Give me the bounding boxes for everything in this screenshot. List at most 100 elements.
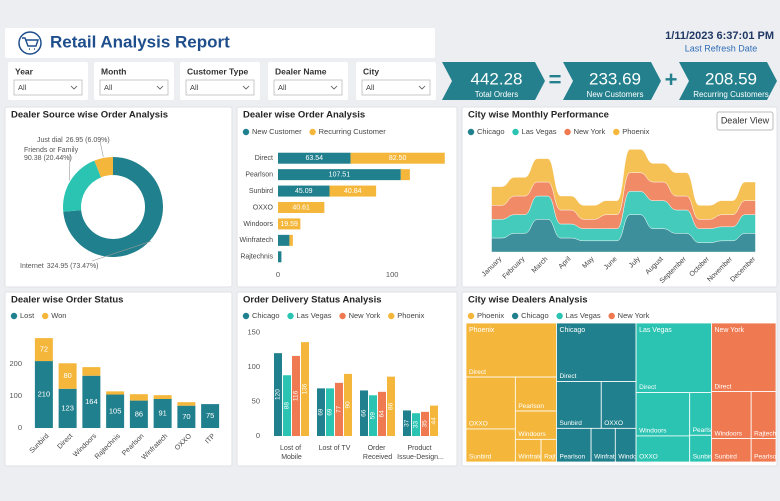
bar bbox=[326, 388, 334, 436]
treemap-tile bbox=[635, 392, 691, 437]
treemap-tile bbox=[590, 427, 616, 463]
label-line: Lost of bbox=[280, 445, 303, 452]
legend-marker bbox=[467, 312, 475, 320]
chart-title: City wise Monthly Performance bbox=[468, 110, 609, 121]
panel bbox=[4, 106, 233, 288]
bar bbox=[82, 367, 101, 376]
button[interactable]: Dealer View bbox=[716, 111, 774, 131]
filter-value: All bbox=[366, 83, 375, 92]
bar bbox=[106, 394, 125, 428]
bar bbox=[129, 394, 148, 401]
kpi-label: New Customers bbox=[587, 90, 644, 99]
legend-label: Phoenix bbox=[477, 311, 504, 320]
legend-marker bbox=[613, 128, 620, 136]
x-tick-label: Lost of Mobile bbox=[280, 445, 303, 461]
dropdown-arrow bbox=[156, 85, 164, 90]
tile-label: Pearlson bbox=[693, 427, 719, 434]
filter[interactable]: Year All bbox=[8, 62, 88, 100]
data-label: 40.61 bbox=[292, 204, 310, 211]
data-label: 70 bbox=[182, 412, 190, 421]
tile-label: Pearlson bbox=[518, 403, 544, 410]
data-label: 91 bbox=[158, 408, 166, 417]
slice-category: Internet bbox=[20, 263, 44, 270]
logo-cart bbox=[22, 37, 39, 50]
legend-marker bbox=[287, 312, 294, 320]
bar bbox=[430, 405, 438, 436]
treemap-tile bbox=[635, 322, 712, 393]
data-label: 123 bbox=[61, 403, 74, 412]
legend-label: New York bbox=[618, 311, 650, 320]
legend-marker bbox=[511, 312, 519, 320]
slice-value: 324.95 (73.47%) bbox=[47, 263, 99, 270]
tile-label: Winfratech bbox=[518, 454, 549, 461]
dropdown-arrow bbox=[418, 85, 426, 90]
group-label: Phoenix bbox=[469, 327, 495, 334]
refresh-label: Last Refresh Date bbox=[685, 43, 758, 53]
bar bbox=[292, 355, 300, 436]
treemap-tile bbox=[750, 391, 777, 439]
filter-dropdown[interactable] bbox=[99, 79, 169, 96]
filter[interactable]: City All bbox=[356, 62, 436, 100]
legend-label: Won bbox=[51, 311, 66, 320]
y-tick-label: 150 bbox=[247, 327, 260, 336]
filter-dropdown[interactable] bbox=[185, 79, 255, 96]
x-tick-label: Lost of TV bbox=[319, 445, 351, 452]
filter-label: City bbox=[363, 66, 379, 76]
data-label: 82.50 bbox=[389, 155, 407, 162]
button-box[interactable] bbox=[716, 111, 774, 131]
bar bbox=[350, 152, 445, 164]
tile-label: Direct bbox=[559, 373, 576, 380]
treemap-tile bbox=[556, 427, 592, 463]
bar bbox=[201, 404, 220, 428]
filter-value: All bbox=[104, 83, 113, 92]
data-label: 80 bbox=[63, 371, 71, 380]
bar bbox=[58, 388, 77, 428]
filter-dropdown[interactable] bbox=[361, 79, 431, 96]
data-label: 69 bbox=[327, 408, 334, 416]
y-tick-label: Pearlson bbox=[245, 171, 273, 178]
bar bbox=[387, 376, 395, 436]
kpi-operator: = bbox=[549, 67, 562, 92]
tile-label: Direct bbox=[714, 383, 731, 390]
bar bbox=[403, 410, 411, 436]
x-tick-label: 100 bbox=[386, 270, 399, 279]
kpi-value: 233.69 bbox=[589, 69, 641, 88]
filter[interactable]: Customer Type All bbox=[180, 62, 260, 100]
bar bbox=[301, 342, 309, 436]
group-label: Las Vegas bbox=[639, 327, 672, 334]
legend-marker bbox=[41, 312, 49, 320]
y-tick-label: 100 bbox=[247, 362, 260, 371]
bar bbox=[335, 382, 343, 436]
data-label: 120 bbox=[275, 389, 282, 400]
leader-line bbox=[99, 140, 104, 157]
bar bbox=[106, 391, 125, 395]
bar bbox=[278, 202, 325, 213]
x-tick-label: Order Received bbox=[363, 445, 392, 461]
tile-label: Pearlson bbox=[559, 454, 585, 461]
bar bbox=[329, 185, 377, 197]
bar bbox=[289, 234, 293, 246]
donut-slice bbox=[63, 157, 163, 257]
legend-label: Lost bbox=[20, 311, 35, 320]
bar bbox=[177, 405, 196, 428]
filter[interactable]: Month All bbox=[94, 62, 174, 100]
tile-label: Winfratech bbox=[594, 454, 625, 461]
legend-label: New York bbox=[349, 311, 381, 320]
logo bbox=[18, 31, 42, 55]
data-label: 90 bbox=[345, 401, 352, 409]
legend-label: Las Vegas bbox=[566, 311, 601, 320]
filter-value: All bbox=[190, 83, 199, 92]
legend-marker bbox=[512, 128, 519, 136]
filter[interactable]: Dealer Name All bbox=[268, 62, 348, 100]
leader-line bbox=[69, 153, 71, 181]
tile-label: Rajtechnis bbox=[544, 454, 575, 461]
legend-label: Chicago bbox=[477, 127, 505, 136]
data-label: 77 bbox=[336, 405, 343, 413]
y-tick-label: 200 bbox=[9, 359, 22, 368]
y-tick-label: Windoors bbox=[243, 221, 273, 228]
filter-dropdown[interactable] bbox=[273, 79, 343, 96]
tile-label: Windoors bbox=[639, 428, 667, 435]
bar bbox=[378, 391, 386, 436]
bar bbox=[278, 251, 282, 263]
filter-dropdown[interactable] bbox=[13, 79, 83, 96]
